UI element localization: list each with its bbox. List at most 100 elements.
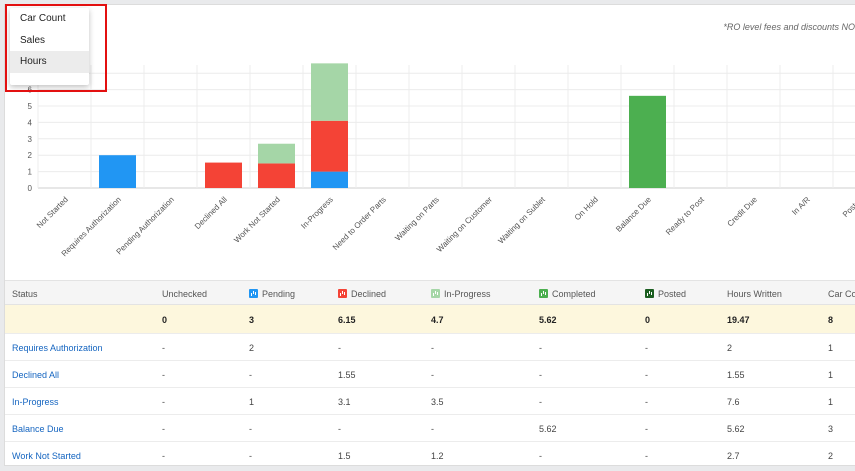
- cell-pending: -: [249, 370, 252, 380]
- bar-declined: [205, 162, 242, 188]
- cell-completed: -: [539, 451, 542, 461]
- cell-unchecked: -: [162, 343, 165, 353]
- cell-in-progress: 3.5: [431, 397, 444, 407]
- in-progress-chart-icon: [431, 289, 440, 298]
- x-tick-label: Posted: [841, 195, 855, 219]
- cell-status[interactable]: In-Progress: [12, 397, 59, 407]
- x-tick-label: Not Started: [35, 195, 70, 230]
- header-hours-written[interactable]: Hours Written: [727, 289, 782, 299]
- pending-chart-icon: [249, 289, 258, 298]
- table-header-row: Status Unchecked Pending Declined In-Pro…: [5, 280, 855, 305]
- header-status[interactable]: Status: [12, 289, 38, 299]
- cell-posted: -: [645, 370, 648, 380]
- x-tick-label: Waiting on Customer: [435, 195, 494, 254]
- total-unchecked: 0: [162, 315, 168, 325]
- bar-pending: [99, 155, 136, 188]
- bar-completed: [629, 95, 666, 188]
- cell-completed: -: [539, 370, 542, 380]
- total-hours-written: 19.47: [727, 315, 750, 325]
- bar-declined: [311, 120, 348, 172]
- cell-hours-written: 2.7: [727, 451, 740, 461]
- bar-pending: [311, 171, 348, 188]
- posted-chart-icon: [645, 289, 654, 298]
- cell-in-progress: -: [431, 343, 434, 353]
- totals-row: 0 3 6.15 4.7 5.62 0 19.47 8: [5, 305, 855, 334]
- cell-posted: -: [645, 451, 648, 461]
- y-tick-label: 0: [28, 184, 33, 193]
- menu-item-car-count[interactable]: Car Count: [20, 13, 66, 24]
- cell-completed: 5.62: [539, 424, 557, 434]
- cell-completed: -: [539, 397, 542, 407]
- cell-pending: 1: [249, 397, 255, 407]
- cell-in-progress: -: [431, 370, 434, 380]
- cell-posted: -: [645, 397, 648, 407]
- header-car-count[interactable]: Car Co: [828, 289, 855, 299]
- x-tick-label: Work Not Started: [232, 195, 282, 245]
- cell-in-progress: -: [431, 424, 434, 434]
- y-tick-label: 4: [28, 118, 33, 127]
- table-row: Work Not Started - - 1.5 1.2 - - 2.7 2: [5, 442, 855, 465]
- header-declined[interactable]: Declined: [338, 289, 386, 299]
- total-car-count: 8: [828, 315, 834, 325]
- header-pending[interactable]: Pending: [249, 289, 295, 299]
- y-tick-label: 2: [28, 151, 33, 160]
- cell-declined: 1.55: [338, 370, 356, 380]
- total-completed: 5.62: [539, 315, 557, 325]
- cell-status[interactable]: Declined All: [12, 370, 60, 380]
- cell-pending: -: [249, 424, 252, 434]
- table-row: Balance Due - - - - 5.62 - 5.62 3: [5, 415, 855, 442]
- cell-car-count: 3: [828, 424, 834, 434]
- total-in-progress: 4.7: [431, 315, 444, 325]
- cell-car-count: 1: [828, 397, 834, 407]
- completed-chart-icon: [539, 289, 548, 298]
- cell-unchecked: -: [162, 451, 165, 461]
- cell-car-count: 1: [828, 343, 834, 353]
- y-tick-label: 6: [28, 86, 33, 95]
- cell-declined: -: [338, 424, 341, 434]
- x-tick-label: In A/R: [790, 195, 812, 217]
- cell-pending: 2: [249, 343, 255, 353]
- fees-note: *RO level fees and discounts NO: [723, 22, 855, 32]
- menu-item-hours[interactable]: Hours: [10, 51, 89, 73]
- cell-pending: -: [249, 451, 252, 461]
- cell-status[interactable]: Balance Due: [12, 424, 64, 434]
- cell-hours-written: 1.55: [727, 370, 745, 380]
- cell-unchecked: -: [162, 424, 165, 434]
- cell-hours-written: 7.6: [727, 397, 740, 407]
- total-pending: 3: [249, 315, 255, 325]
- cell-declined: 3.1: [338, 397, 351, 407]
- header-in-progress[interactable]: In-Progress: [431, 289, 491, 299]
- cell-status[interactable]: Work Not Started: [12, 451, 81, 461]
- bar-in-progress: [258, 143, 295, 164]
- cell-hours-written: 2: [727, 343, 733, 353]
- cell-in-progress: 1.2: [431, 451, 444, 461]
- cell-status[interactable]: Requires Authorization: [12, 343, 103, 353]
- header-completed[interactable]: Completed: [539, 289, 596, 299]
- cell-declined: -: [338, 343, 341, 353]
- x-tick-label: Need to Order Parts: [331, 195, 388, 252]
- cell-declined: 1.5: [338, 451, 351, 461]
- table-row: In-Progress - 1 3.1 3.5 - - 7.6 1: [5, 388, 855, 415]
- x-tick-label: Waiting on Sublet: [496, 195, 547, 246]
- cell-hours-written: 5.62: [727, 424, 745, 434]
- bar-declined: [258, 163, 295, 188]
- x-tick-label: On Hold: [573, 195, 600, 222]
- x-tick-label: Requires Authorization: [60, 195, 123, 258]
- cell-posted: -: [645, 424, 648, 434]
- cell-posted: -: [645, 343, 648, 353]
- chart-metric-menu: Car Count Sales Hours: [10, 8, 89, 85]
- x-tick-label: Credit Due: [726, 195, 760, 229]
- x-tick-label: Balance Due: [614, 195, 653, 234]
- report-card: *RO level fees and discounts NO 0 1 2 3 4 5 6 N…: [4, 4, 855, 466]
- x-tick-label: In-Progress: [299, 195, 335, 231]
- x-tick-label: Declined All: [193, 195, 229, 231]
- declined-chart-icon: [338, 289, 347, 298]
- x-tick-label: Pending Authorization: [115, 195, 176, 256]
- menu-item-sales[interactable]: Sales: [20, 34, 46, 46]
- total-posted: 0: [645, 315, 651, 325]
- header-posted[interactable]: Posted: [645, 289, 686, 299]
- header-unchecked[interactable]: Unchecked: [162, 289, 208, 299]
- total-declined: 6.15: [338, 315, 356, 325]
- cell-car-count: 2: [828, 451, 834, 461]
- x-tick-label: Waiting on Parts: [393, 195, 441, 243]
